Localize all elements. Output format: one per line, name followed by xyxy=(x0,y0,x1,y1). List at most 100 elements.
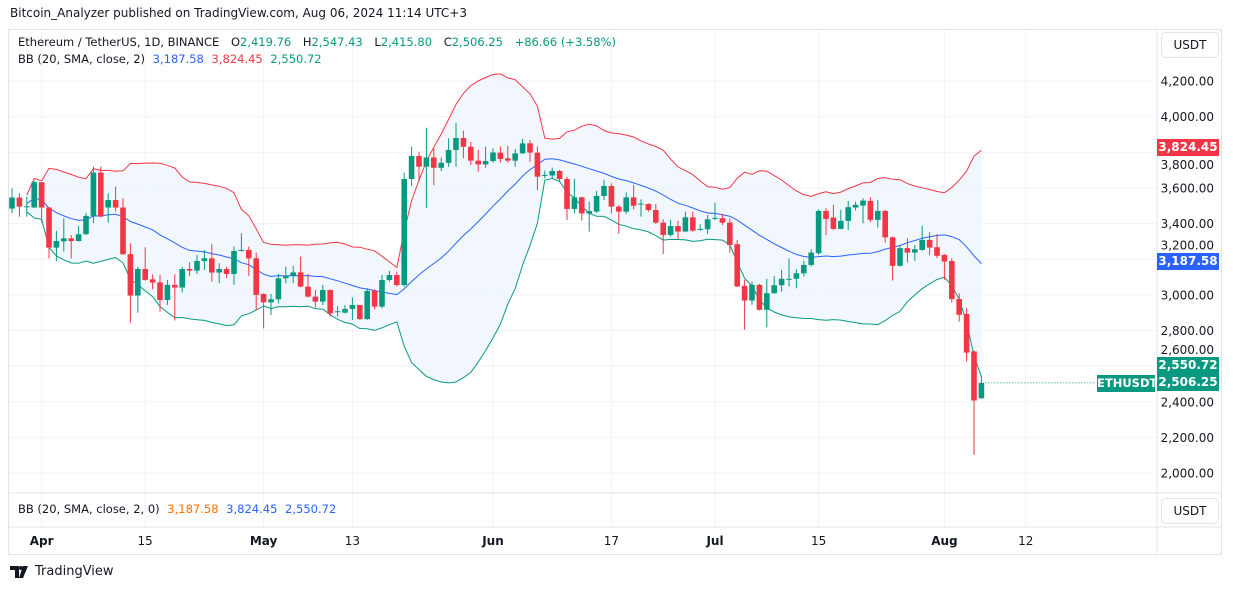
candle-body xyxy=(556,170,563,180)
candle xyxy=(83,213,89,235)
candle xyxy=(793,269,800,289)
candle xyxy=(120,198,126,255)
candle xyxy=(616,205,622,234)
candle-body xyxy=(512,153,518,161)
candle-body xyxy=(497,152,504,160)
currency-button[interactable]: USDT xyxy=(1161,32,1219,58)
bb-pane-legend[interactable]: BB (20, SMA, close, 2, 0) 3,187.58 3,824… xyxy=(18,502,340,516)
candle xyxy=(786,258,792,287)
tradingview-logo[interactable]: TradingView xyxy=(10,564,114,579)
symbol-name: Ethereum / TetherUS, 1D, BINANCE xyxy=(18,35,220,49)
candle xyxy=(875,199,881,228)
bb-lower-line xyxy=(26,177,982,384)
price-tag: 2,506.25 xyxy=(1157,374,1219,392)
bb-legend[interactable]: BB (20, SMA, close, 2) 3,187.58 3,824.45… xyxy=(18,52,326,66)
candle-body xyxy=(719,218,726,223)
candle xyxy=(364,288,370,320)
price-tick-label: 3,400.00 xyxy=(1161,217,1214,231)
price-tick-label: 4,000.00 xyxy=(1161,110,1214,124)
candle-body xyxy=(971,351,977,401)
chart-frame xyxy=(8,29,1222,555)
candle-body xyxy=(75,234,82,242)
candle xyxy=(68,234,74,259)
candle xyxy=(682,211,689,232)
candle xyxy=(904,238,911,263)
change-value: +86.66 (+3.58%) xyxy=(514,35,616,49)
candle-body xyxy=(112,200,119,208)
tradingview-logo-text: TradingView xyxy=(35,564,114,579)
candle-body xyxy=(423,157,430,167)
candle-body xyxy=(571,197,578,209)
candle-body xyxy=(593,195,600,212)
candle xyxy=(741,279,748,330)
candle-body xyxy=(519,143,526,154)
candle-body xyxy=(453,138,459,150)
candle-body xyxy=(438,162,444,168)
candle xyxy=(712,202,718,220)
candle xyxy=(61,218,67,252)
candle xyxy=(660,219,666,255)
candle xyxy=(549,167,555,179)
candle xyxy=(127,243,134,323)
candle xyxy=(231,246,237,285)
candle xyxy=(423,127,430,208)
candle xyxy=(342,304,348,314)
candle xyxy=(505,146,511,163)
candle-body xyxy=(978,382,985,399)
candle xyxy=(268,293,274,315)
candle xyxy=(416,151,422,182)
candle-body xyxy=(749,284,755,301)
candle-body xyxy=(386,275,393,281)
candle-body xyxy=(505,158,511,161)
candle xyxy=(586,201,592,232)
candle-body xyxy=(815,210,822,254)
candle xyxy=(497,146,504,163)
candle xyxy=(653,203,659,224)
bb-basis-line xyxy=(26,158,982,296)
candle-body xyxy=(734,244,740,287)
candle-body xyxy=(852,204,859,208)
candle xyxy=(179,266,185,293)
candle-body xyxy=(756,284,763,310)
candle-body xyxy=(912,249,918,253)
price-tick-label: 3,600.00 xyxy=(1161,181,1214,195)
candle-body xyxy=(275,278,282,300)
candle-body xyxy=(83,215,89,235)
candle xyxy=(275,273,282,304)
candle-body xyxy=(179,269,185,288)
candle xyxy=(675,220,681,240)
candle-body xyxy=(882,210,888,238)
candle-body xyxy=(653,210,659,223)
candle-body xyxy=(327,290,333,314)
candle xyxy=(852,201,859,211)
candle xyxy=(971,350,977,455)
candle-body xyxy=(31,182,37,208)
bb-pane-label: BB (20, SMA, close, 2, 0) xyxy=(18,502,160,516)
candle xyxy=(460,130,467,159)
candle xyxy=(201,249,208,270)
candle xyxy=(46,207,52,259)
candle-body xyxy=(194,260,200,271)
candle xyxy=(157,274,163,312)
candle xyxy=(860,198,866,224)
pane-currency-button[interactable]: USDT xyxy=(1161,498,1219,524)
candle-body xyxy=(349,304,356,309)
candle-body xyxy=(342,308,348,313)
bb-pane-value-2: 3,824.45 xyxy=(226,502,278,516)
candle xyxy=(112,186,119,212)
candle xyxy=(623,192,629,214)
candle-body xyxy=(956,298,962,315)
candle-body xyxy=(157,282,163,301)
candle xyxy=(290,265,296,284)
candle xyxy=(808,249,814,267)
candle-body xyxy=(586,211,592,214)
candle-body xyxy=(305,286,311,297)
candle-body xyxy=(682,217,689,232)
candle-body xyxy=(320,290,326,302)
candle-body xyxy=(786,278,792,280)
candle xyxy=(645,203,652,212)
candle-body xyxy=(793,273,800,279)
candle-body xyxy=(53,241,60,248)
candle xyxy=(31,180,37,208)
